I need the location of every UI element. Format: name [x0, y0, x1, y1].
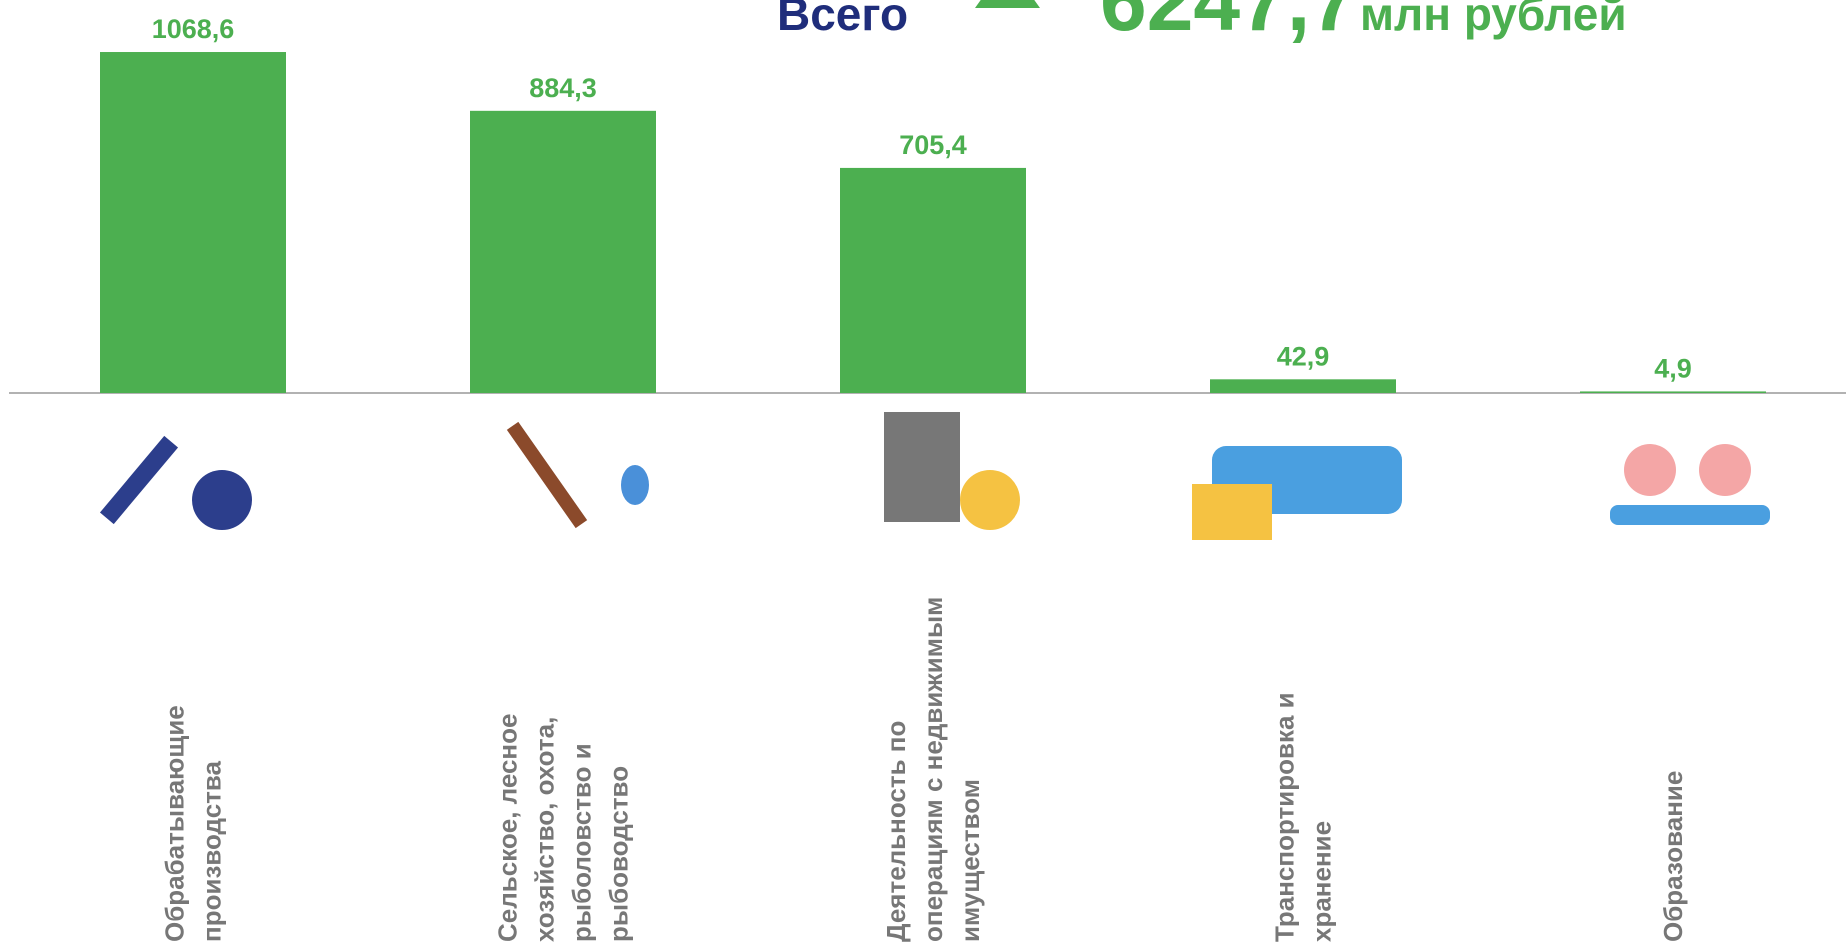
- value-label: 1068,6: [152, 14, 235, 44]
- category-label: производства: [197, 760, 227, 942]
- value-label: 705,4: [899, 130, 967, 160]
- icon: [99, 435, 179, 525]
- category-label: рыбоводство: [604, 766, 634, 942]
- category-label: Деятельность по: [881, 721, 911, 942]
- category-label: Обрабатывающие: [160, 705, 190, 942]
- arrow-icon: [975, 0, 1040, 8]
- category-label: Образование: [1658, 771, 1688, 942]
- value-label: 884,3: [529, 73, 597, 103]
- icon: [1192, 484, 1272, 540]
- bar: [100, 52, 286, 393]
- icon: [506, 421, 588, 529]
- total-prefix: Всего: [777, 0, 908, 40]
- total-unit: млн рублей: [1360, 0, 1627, 40]
- category-label: хранение: [1307, 821, 1337, 942]
- category-label: рыболовство и: [567, 743, 597, 942]
- icon: [884, 412, 960, 522]
- icons: [99, 412, 1770, 540]
- category-label: операциям с недвижимым: [918, 597, 948, 942]
- total-value: 6247,7: [1100, 0, 1357, 48]
- bar: [470, 110, 656, 393]
- icon: [1610, 505, 1770, 525]
- icon: [621, 465, 649, 505]
- bar: [1580, 391, 1766, 393]
- icon: [960, 470, 1020, 530]
- category-label: Сельское, лесное: [493, 714, 523, 942]
- icon: [1624, 444, 1676, 496]
- value-label: 42,9: [1277, 341, 1330, 371]
- bar: [840, 167, 1026, 393]
- icon: [192, 470, 252, 530]
- category-label: имуществом: [955, 779, 985, 942]
- category-label: хозяйство, охота,: [530, 717, 560, 942]
- value-label: 4,9: [1654, 353, 1692, 383]
- icon: [1699, 444, 1751, 496]
- bar: [1210, 379, 1396, 393]
- category-label: Транспортировка и: [1270, 692, 1300, 942]
